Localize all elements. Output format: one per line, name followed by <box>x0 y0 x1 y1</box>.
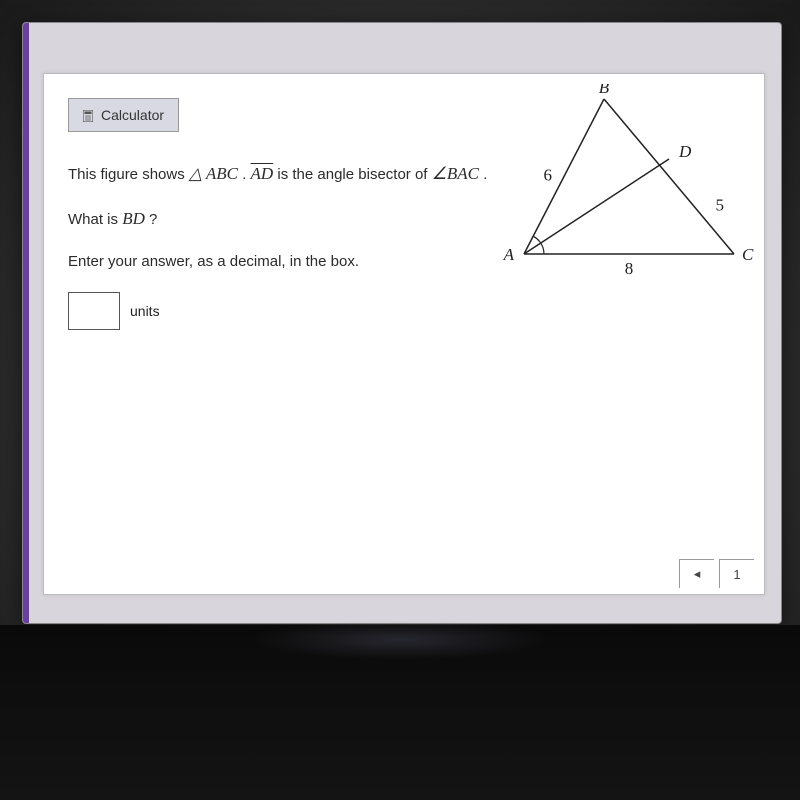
problem-text: This figure shows △ ABC . AD is the angl… <box>68 159 508 289</box>
answer-row: units <box>68 292 160 330</box>
problem-line-2: What is BD ? <box>68 204 508 235</box>
screen-photo: Calculator This figure shows △ ABC . AD … <box>0 0 800 800</box>
triangle-figure: B A C D 6 5 8 <box>494 84 754 284</box>
calculator-button[interactable]: Calculator <box>68 98 179 132</box>
angle-symbol: ∠ <box>432 164 447 183</box>
text: . <box>483 166 487 183</box>
text: is the angle bisector of <box>277 166 431 183</box>
pager-page-number: 1 <box>733 567 740 582</box>
answer-input[interactable] <box>68 292 120 330</box>
chevron-left-icon: ◂ <box>694 566 701 582</box>
svg-text:C: C <box>742 245 754 264</box>
var-bd: BD <box>122 209 145 228</box>
problem-line-1: This figure shows △ ABC . AD is the angl… <box>68 159 508 190</box>
svg-text:5: 5 <box>716 196 725 215</box>
window-left-accent <box>23 23 29 623</box>
text: What is <box>68 211 122 228</box>
angle-name: BAC <box>447 164 479 183</box>
question-panel: Calculator This figure shows △ ABC . AD … <box>43 73 765 595</box>
calculator-icon <box>83 109 93 121</box>
triangle-symbol: △ <box>189 164 202 183</box>
problem-line-3: Enter your answer, as a decimal, in the … <box>68 248 508 275</box>
pager-page-button[interactable]: 1 <box>719 559 754 588</box>
svg-text:8: 8 <box>625 259 634 278</box>
pager-prev-button[interactable]: ◂ <box>679 559 714 588</box>
svg-text:B: B <box>599 84 610 97</box>
units-label: units <box>130 303 160 319</box>
text: ? <box>149 211 157 228</box>
triangle-name: ABC <box>202 164 238 183</box>
laptop-bezel <box>0 625 800 800</box>
svg-text:D: D <box>678 142 692 161</box>
text: This figure shows <box>68 166 189 183</box>
segment-ad: AD <box>251 164 274 183</box>
svg-text:A: A <box>503 245 515 264</box>
pager: ◂ 1 <box>679 559 754 588</box>
text: . <box>242 166 250 183</box>
reflection <box>250 620 550 660</box>
svg-text:6: 6 <box>544 166 553 185</box>
app-window: Calculator This figure shows △ ABC . AD … <box>22 22 782 624</box>
calculator-label: Calculator <box>101 107 164 123</box>
